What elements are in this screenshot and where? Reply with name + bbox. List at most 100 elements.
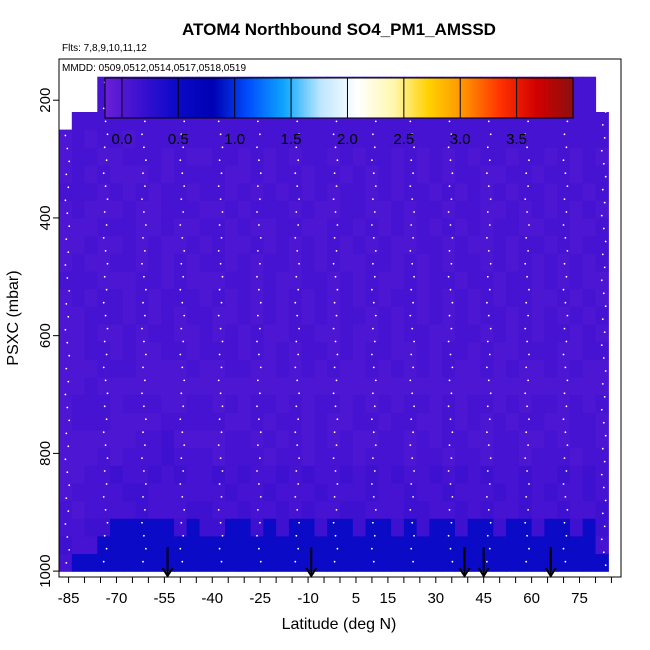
flight-track-point: [604, 370, 607, 372]
heatmap-cell: [327, 217, 341, 237]
heatmap-cell: [391, 535, 405, 555]
heatmap-cell: [71, 465, 86, 484]
flight-track-point: [371, 159, 373, 162]
colorbar-segment: [353, 78, 356, 118]
heatmap-cell: [327, 200, 341, 219]
heatmap-cell: [365, 182, 379, 201]
heatmap-cell: [122, 200, 137, 219]
heatmap-cell: [276, 394, 290, 413]
flight-track-point: [371, 288, 373, 291]
flight-track-point: [563, 198, 566, 201]
flight-track-point: [487, 509, 490, 511]
colorbar-segment: [193, 78, 197, 118]
flight-track-point: [413, 470, 415, 472]
flight-track-point: [294, 301, 297, 304]
heatmap-cell: [276, 553, 290, 572]
heatmap-cell: [161, 359, 175, 378]
flight-track-point: [564, 172, 567, 175]
heatmap-cell: [480, 323, 494, 343]
flight-track-point: [563, 262, 566, 265]
heatmap-cell: [122, 147, 137, 166]
flight-track-point: [566, 509, 569, 511]
heatmap-cell: [199, 341, 213, 360]
heatmap-cell: [225, 553, 239, 572]
colorbar-segment: [418, 78, 422, 118]
flight-track-point: [181, 496, 184, 498]
heatmap-cell: [467, 376, 482, 396]
heatmap-cell: [544, 165, 558, 184]
colorbar-segment: [441, 78, 445, 118]
heatmap-cell: [110, 359, 124, 378]
heatmap-cell: [314, 465, 328, 484]
flight-track-point: [451, 366, 454, 369]
heatmap-cell: [582, 465, 597, 484]
heatmap-cell: [199, 147, 213, 166]
flight-track-point: [141, 133, 143, 136]
heatmap-cell: [378, 482, 392, 502]
heatmap-cell: [314, 182, 328, 201]
heatmap-cell: [442, 182, 456, 201]
heatmap-cell: [110, 306, 124, 325]
heatmap-cell: [301, 518, 316, 537]
flight-track-point: [451, 301, 454, 304]
heatmap-cell: [467, 500, 482, 519]
flight-track-point: [295, 405, 298, 408]
heatmap-cell: [569, 253, 584, 272]
flight-track-point: [336, 547, 339, 550]
heatmap-cell: [493, 270, 507, 290]
heatmap-cell: [174, 465, 188, 484]
flight-track-point: [334, 405, 337, 408]
heatmap-cell: [276, 429, 290, 449]
heatmap-cell: [250, 465, 264, 484]
colorbar-segment: [121, 78, 125, 118]
colorbar-segment: [474, 78, 478, 118]
heatmap-cell: [122, 535, 137, 555]
heatmap-cell: [161, 288, 175, 307]
flight-track-point: [486, 172, 488, 175]
heatmap-cell: [493, 500, 507, 519]
heatmap-cell: [327, 129, 341, 148]
heatmap-cell: [84, 447, 98, 466]
flight-track-point: [372, 366, 375, 369]
heatmap-cell: [110, 376, 124, 396]
heatmap-cell: [467, 306, 482, 325]
heatmap-cell: [506, 535, 520, 555]
heatmap-cell: [569, 270, 584, 290]
heatmap-cell: [429, 482, 443, 502]
flight-track-point: [106, 327, 109, 330]
flight-track-point: [526, 146, 528, 149]
flight-track-point: [105, 159, 108, 162]
flight-track-point: [447, 534, 450, 537]
flight-track-point: [67, 380, 70, 383]
flight-track-point: [105, 353, 108, 356]
heatmap-cell: [276, 253, 290, 272]
flight-track-point: [181, 172, 184, 175]
heatmap-cell: [59, 429, 73, 449]
flight-track-point: [335, 314, 338, 317]
colorbar-segment: [362, 78, 366, 118]
flight-track-point: [564, 496, 567, 498]
flight-track-point: [298, 327, 300, 330]
heatmap-cell: [340, 535, 354, 555]
heatmap-cell: [174, 535, 188, 555]
heatmap-cell: [212, 253, 226, 272]
flight-track-point: [489, 457, 492, 459]
colorbar-segment: [161, 78, 164, 118]
heatmap-cell: [97, 147, 111, 166]
heatmap-cell: [225, 535, 239, 555]
flight-track-point: [181, 431, 184, 434]
colorbar-segment: [404, 78, 408, 118]
heatmap-cell: [467, 341, 482, 360]
flight-track-point: [183, 314, 186, 317]
heatmap-cell: [569, 518, 584, 537]
flight-track-point: [65, 432, 68, 435]
flight-track-point: [220, 366, 223, 369]
flight-track-point: [217, 250, 220, 252]
heatmap-cell: [148, 182, 162, 201]
heatmap-cell: [161, 412, 175, 431]
flight-track-point: [294, 431, 297, 434]
heatmap-cell: [250, 429, 264, 449]
flight-track-point: [374, 314, 377, 317]
heatmap-cell: [569, 447, 584, 466]
colorbar-segment: [261, 78, 265, 118]
